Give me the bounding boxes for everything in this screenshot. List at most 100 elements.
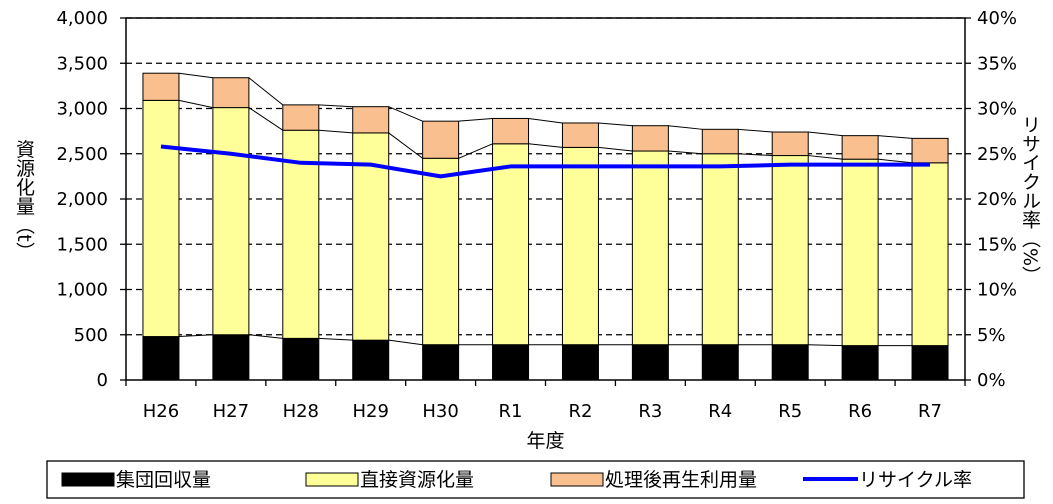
series-line-処理後再生利用量: [808, 131, 843, 137]
y-tick-label: 2,000: [56, 189, 108, 210]
series-line-直接資源化量: [528, 143, 563, 148]
legend-swatch-直接資源化量: [305, 472, 359, 487]
bar-集団回収量-H27: [212, 334, 250, 381]
y2-tick-label: 35%: [977, 53, 1017, 74]
bar-集団回収量-H30: [422, 344, 460, 381]
series-line-処理後再生利用量: [458, 117, 493, 122]
legend-swatch-処理後再生利用量: [550, 472, 604, 487]
series-line-集団回収量: [388, 339, 423, 346]
bar-処理後再生利用量-H27: [212, 77, 250, 109]
series-line-直接資源化量: [668, 150, 703, 155]
series-line-処理後再生利用量: [878, 135, 913, 139]
bar-直接資源化量-R3: [631, 150, 669, 346]
x-tick-label: R3: [638, 401, 662, 422]
y-tick-label: 500: [74, 325, 108, 346]
legend-box: [46, 460, 1025, 499]
y2-tick-label: 15%: [977, 234, 1017, 255]
y2-tick-label: 5%: [977, 325, 1006, 346]
bar-直接資源化量-H30: [422, 157, 460, 346]
bar-処理後再生利用量-H28: [282, 104, 320, 131]
series-line-直接資源化量: [388, 132, 423, 159]
x-tick-label: R5: [778, 401, 802, 422]
bar-集団回収量-R2: [561, 344, 599, 381]
series-line-処理後再生利用量: [388, 106, 423, 122]
bar-集団回収量-H29: [352, 339, 390, 381]
bar-集団回収量-R6: [841, 345, 879, 381]
y-tick-label: 0: [97, 370, 108, 391]
grid-layer: [126, 17, 965, 380]
series-line-リサイクル率: [160, 144, 931, 179]
y-tick-label: 3,000: [56, 99, 108, 120]
y2-tick-label: 10%: [977, 280, 1017, 301]
y2-tick-label: 30%: [977, 99, 1017, 120]
bar-集団回収量-H26: [142, 336, 180, 381]
legend-label: 処理後再生利用量: [605, 469, 757, 491]
x-tick-label: R1: [499, 401, 523, 422]
legend-label: リサイクル率: [859, 469, 972, 491]
plot-area: [126, 18, 965, 380]
y2-tick-label: 0%: [977, 370, 1006, 391]
y2-tick-label: 40%: [977, 8, 1017, 29]
bar-処理後再生利用量-R5: [771, 131, 809, 157]
y-tick-label: 1,500: [56, 234, 108, 255]
x-tick-label: H28: [283, 401, 319, 422]
series-line-直接資源化量: [318, 129, 353, 134]
series-line-処理後再生利用量: [318, 104, 353, 108]
bar-直接資源化量-R5: [771, 155, 809, 346]
series-line-直接資源化量: [598, 146, 633, 152]
series-line-直接資源化量: [878, 158, 913, 164]
x-tick-label: H30: [422, 401, 458, 422]
bar-処理後再生利用量-R3: [631, 125, 669, 152]
series-line-直接資源化量: [808, 155, 843, 160]
connector-layer: [178, 72, 913, 347]
bar-直接資源化量-R2: [561, 146, 599, 346]
bar-集団回収量-H28: [282, 337, 320, 381]
bar-集団回収量-R5: [771, 344, 809, 381]
bar-直接資源化量-R6: [841, 158, 879, 347]
x-tick-label: R6: [848, 401, 872, 422]
legend-layer: 集団回収量 直接資源化量 処理後再生利用量 リサイクル率: [46, 460, 1025, 499]
series-line-直接資源化量: [738, 153, 773, 157]
bar-直接資源化量-H27: [212, 107, 250, 336]
axis-layer: 0 500 1,000 1,500 2,000 2,500 3,000 3,500 4,000 0…: [13, 8, 1041, 452]
x-axis-title: 年度: [526, 430, 564, 452]
bar-直接資源化量-R1: [492, 143, 530, 346]
x-tick-label: H27: [213, 401, 249, 422]
y-tick-label: 1,000: [56, 280, 108, 301]
series-line-集団回収量: [318, 337, 353, 341]
bar-集団回収量-R3: [631, 344, 669, 381]
bar-直接資源化量-R7: [911, 162, 949, 347]
series-line-直接資源化量: [248, 107, 284, 131]
bar-処理後再生利用量-H30: [422, 120, 460, 159]
y2-axis-title: リサイクル率（%）: [1019, 115, 1041, 285]
bar-集団回収量-R1: [492, 344, 530, 381]
series-line-処理後再生利用量: [248, 77, 284, 106]
bar-処理後再生利用量-R4: [701, 128, 739, 155]
legend-label: 集団回収量: [116, 469, 211, 491]
bar-処理後再生利用量-H29: [352, 106, 390, 134]
x-tick-label: R4: [708, 401, 732, 422]
series-line-処理後再生利用量: [598, 122, 633, 127]
y2-tick-label: 20%: [977, 189, 1017, 210]
y2-tick-label: 25%: [977, 144, 1017, 165]
bar-集団回収量-R4: [701, 344, 739, 381]
series-line-集団回収量: [808, 344, 843, 347]
bar-集団回収量-R7: [911, 345, 949, 381]
legend-swatch-集団回収量: [61, 472, 115, 487]
x-tick-label: R2: [568, 401, 592, 422]
line-layer: [160, 144, 931, 179]
series-line-処理後再生利用量: [738, 128, 773, 133]
series-line-集団回収量: [248, 334, 283, 339]
x-tick-label: R7: [918, 401, 942, 422]
bar-処理後再生利用量-R7: [911, 137, 949, 164]
x-tick-label: H26: [143, 401, 179, 422]
bar-直接資源化量-H26: [142, 99, 180, 338]
y-tick-label: 4,000: [56, 8, 108, 29]
bar-処理後再生利用量-R2: [561, 122, 599, 148]
bar-処理後再生利用量-H26: [142, 72, 180, 101]
bar-直接資源化量-R4: [701, 153, 739, 346]
series-line-処理後再生利用量: [528, 117, 563, 124]
series-line-処理後再生利用量: [178, 72, 213, 79]
